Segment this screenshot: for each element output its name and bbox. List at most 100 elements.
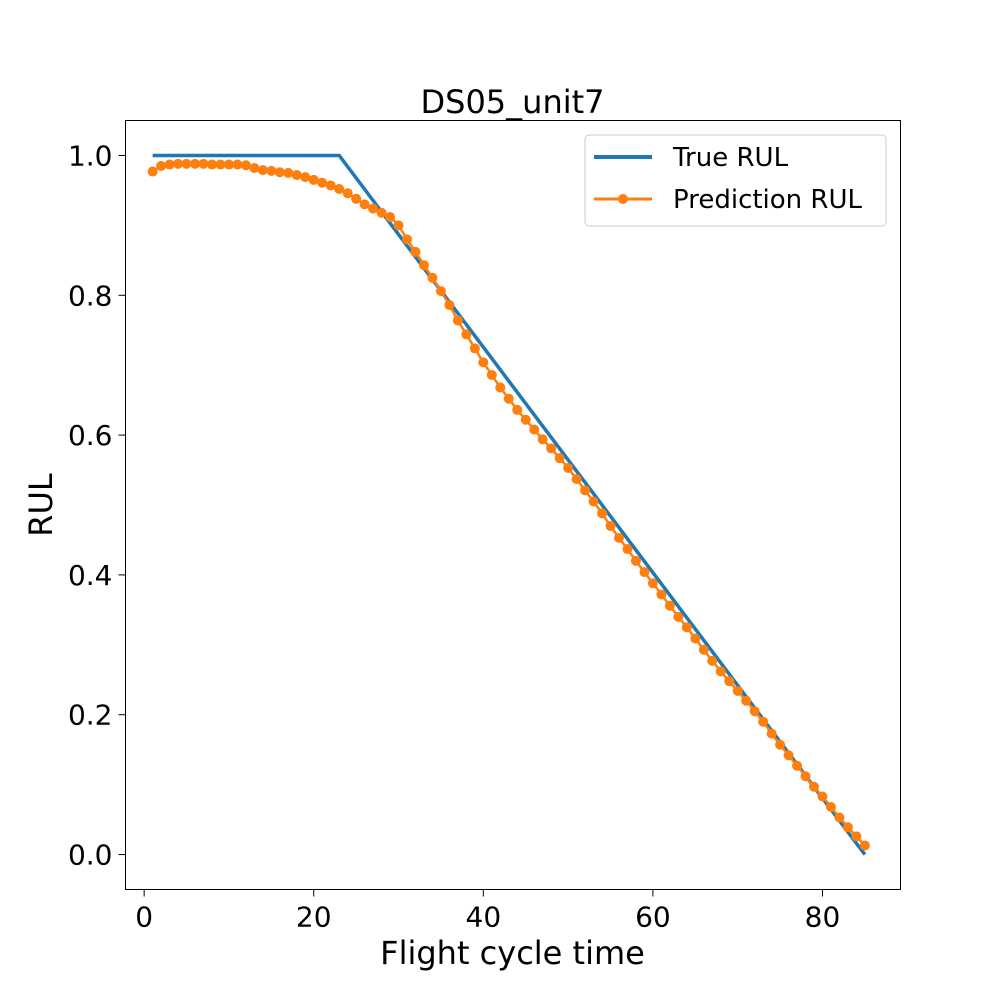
axis-ticks: 0 20 40 60 80 0.0 0.2 0.4 0.6 0.8 1.0 [68,139,840,933]
y-tick-label: 0.4 [68,559,113,592]
data-point-prediction-rul [546,443,557,454]
data-point-prediction-rul [266,165,277,176]
data-point-prediction-rul [707,655,718,666]
data-point-prediction-rul [402,234,413,245]
data-point-prediction-rul [351,193,362,204]
x-tick-label: 0 [135,901,153,934]
data-point-prediction-rul [673,611,684,622]
data-point-prediction-rul [368,203,379,214]
data-point-prediction-rul [537,434,548,445]
data-point-prediction-rul [206,159,217,170]
data-point-prediction-rul [622,544,633,555]
data-point-prediction-rul [529,424,540,435]
legend-box [584,134,887,227]
data-point-prediction-rul [859,840,870,851]
x-tick-label: 60 [635,901,671,934]
data-point-prediction-rul [588,496,599,507]
data-point-prediction-rul [359,199,370,210]
data-point-prediction-rul [800,771,811,782]
y-tick-label: 0.2 [68,699,113,732]
data-point-prediction-rul [232,159,243,170]
data-point-prediction-rul [376,207,387,218]
data-point-prediction-rul [597,508,608,519]
data-point-prediction-rul [503,393,514,404]
data-point-prediction-rul [512,404,523,415]
x-tick-label: 80 [805,901,841,934]
data-point-prediction-rul [240,160,251,171]
legend-label-prediction-rul: Prediction RUL [673,185,863,215]
data-point-prediction-rul [156,160,167,171]
data-point-prediction-rul [656,589,667,600]
data-point-prediction-rul [664,600,675,611]
data-point-prediction-rul [410,246,421,257]
data-point-prediction-rul [842,822,853,833]
data-point-prediction-rul [554,453,565,464]
data-point-prediction-rul [783,750,794,761]
data-point-prediction-rul [613,532,624,543]
x-axis-title: Flight cycle time [380,934,645,972]
y-tick-label: 0.0 [68,839,113,872]
data-point-prediction-rul [766,728,777,739]
data-point-prediction-rul [486,369,497,380]
data-point-prediction-rul [198,158,209,169]
plot-area [147,153,870,856]
data-point-prediction-rul [418,260,429,271]
data-point-prediction-rul [283,167,294,178]
data-point-prediction-rul [563,462,574,473]
data-point-prediction-rul [452,315,463,326]
data-point-prediction-rul [520,414,531,425]
x-tick-label: 20 [296,901,332,934]
data-point-prediction-rul [342,188,353,199]
data-point-prediction-rul [444,300,455,311]
y-axis-title: RUL [22,473,60,537]
data-point-prediction-rul [223,159,234,170]
data-point-prediction-rul [724,676,735,687]
legend: True RUL Prediction RUL [584,134,887,227]
chart-title: DS05_unit7 [420,83,604,121]
data-point-prediction-rul [435,286,446,297]
data-point-prediction-rul [427,272,438,283]
data-point-prediction-rul [393,220,404,231]
data-point-prediction-rul [249,163,260,174]
data-point-prediction-rul [817,791,828,802]
data-point-prediction-rul [317,177,328,188]
data-point-prediction-rul [825,802,836,813]
data-point-prediction-rul [681,622,692,633]
data-point-prediction-rul [325,180,336,191]
data-point-prediction-rul [851,831,862,842]
data-point-prediction-rul [792,760,803,771]
data-point-prediction-rul [469,343,480,354]
data-point-prediction-rul [580,485,591,496]
data-point-prediction-rul [215,159,226,170]
data-point-prediction-rul [715,666,726,677]
series-line-true-rul [152,153,867,856]
y-tick-label: 0.6 [68,419,113,452]
data-point-prediction-rul [173,158,184,169]
data-point-prediction-rul [147,166,158,177]
data-point-prediction-rul [181,158,192,169]
data-point-prediction-rul [732,685,743,696]
data-point-prediction-rul [385,211,396,222]
x-tick-label: 40 [466,901,502,934]
data-point-prediction-rul [749,706,760,717]
legend-label-true-rul: True RUL [672,143,789,173]
data-point-prediction-rul [334,184,345,195]
data-point-prediction-rul [291,170,302,181]
data-point-prediction-rul [698,644,709,655]
data-point-prediction-rul [630,555,641,566]
data-point-prediction-rul [690,633,701,644]
data-point-prediction-rul [809,781,820,792]
data-point-prediction-rul [308,174,319,185]
data-point-prediction-rul [478,357,489,368]
plot-frame [125,120,901,890]
data-point-prediction-rul [639,567,650,578]
data-point-prediction-rul [647,578,658,589]
y-tick-label: 0.8 [68,279,113,312]
data-point-prediction-rul [605,520,616,531]
data-point-prediction-rul [461,329,472,340]
legend-marker-prediction-rul [618,194,628,204]
data-point-prediction-rul [300,172,311,183]
data-point-prediction-rul [164,159,175,170]
data-point-prediction-rul [571,474,582,485]
